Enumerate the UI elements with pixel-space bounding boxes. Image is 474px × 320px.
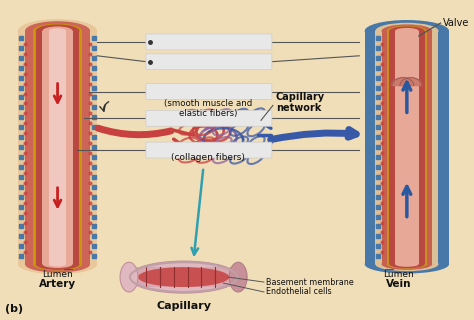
Ellipse shape: [395, 28, 419, 34]
Bar: [382, 31, 432, 264]
Ellipse shape: [382, 24, 432, 37]
Polygon shape: [400, 78, 422, 85]
Text: (collagen fibers): (collagen fibers): [172, 153, 246, 162]
Ellipse shape: [129, 261, 238, 293]
Ellipse shape: [49, 28, 66, 34]
Bar: [36, 31, 79, 264]
Ellipse shape: [18, 19, 97, 43]
Text: Capillary: Capillary: [156, 301, 211, 311]
Ellipse shape: [382, 259, 432, 270]
Ellipse shape: [18, 254, 97, 274]
Ellipse shape: [395, 261, 419, 267]
Polygon shape: [392, 78, 414, 85]
Bar: [365, 31, 449, 264]
Bar: [389, 31, 425, 264]
Bar: [18, 31, 97, 264]
Bar: [43, 31, 73, 264]
Bar: [25, 31, 90, 264]
Bar: [387, 31, 427, 264]
Ellipse shape: [25, 256, 90, 273]
Ellipse shape: [120, 262, 138, 292]
Bar: [49, 31, 66, 264]
Bar: [129, 267, 238, 287]
Ellipse shape: [365, 20, 449, 42]
Ellipse shape: [389, 260, 425, 268]
Bar: [375, 31, 438, 264]
Text: (b): (b): [5, 304, 23, 314]
FancyBboxPatch shape: [146, 142, 272, 158]
Ellipse shape: [36, 259, 79, 270]
Ellipse shape: [365, 255, 449, 274]
Text: Vein: Vein: [386, 279, 412, 289]
Ellipse shape: [25, 21, 90, 41]
Text: Basement membrane: Basement membrane: [266, 277, 354, 286]
Text: Valve: Valve: [443, 18, 469, 28]
Bar: [33, 31, 82, 264]
FancyBboxPatch shape: [146, 54, 272, 70]
Text: Capillary
network: Capillary network: [276, 92, 325, 113]
Ellipse shape: [33, 258, 82, 270]
Ellipse shape: [36, 24, 79, 37]
Ellipse shape: [375, 23, 438, 39]
Ellipse shape: [49, 262, 66, 267]
Ellipse shape: [33, 24, 82, 38]
Ellipse shape: [387, 26, 427, 36]
Text: Lumen: Lumen: [42, 270, 73, 279]
Ellipse shape: [138, 267, 229, 287]
Ellipse shape: [43, 260, 73, 268]
Text: Lumen: Lumen: [383, 270, 414, 279]
Bar: [395, 31, 419, 264]
Text: Artery: Artery: [39, 279, 76, 289]
Ellipse shape: [229, 262, 247, 292]
Text: Endothelial cells: Endothelial cells: [266, 287, 332, 297]
FancyBboxPatch shape: [146, 110, 272, 126]
Ellipse shape: [389, 26, 425, 36]
Ellipse shape: [387, 260, 427, 269]
FancyBboxPatch shape: [146, 34, 272, 50]
FancyBboxPatch shape: [146, 84, 272, 100]
Text: (smooth muscle and
elastic fibers): (smooth muscle and elastic fibers): [164, 99, 253, 118]
Ellipse shape: [375, 257, 438, 271]
Ellipse shape: [43, 27, 73, 36]
